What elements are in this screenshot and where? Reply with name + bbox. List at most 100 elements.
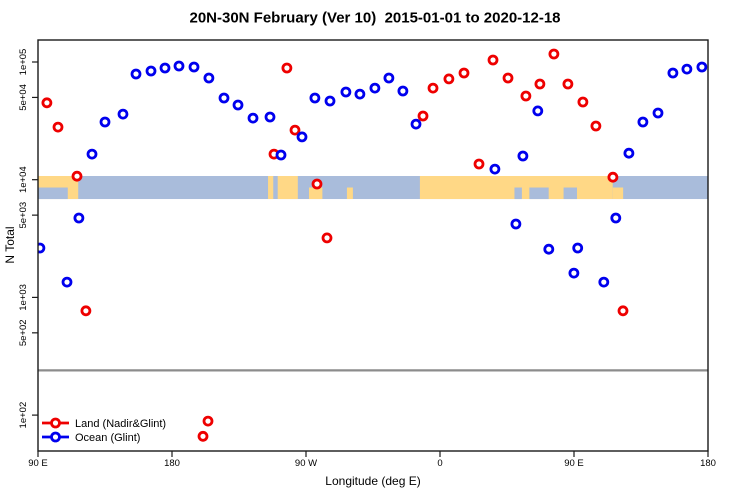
map-band-ocean-notch: [514, 187, 522, 200]
data-point-ocean: [667, 67, 679, 79]
data-point-land: [427, 82, 439, 94]
data-point-land: [281, 62, 293, 74]
data-point-ocean: [489, 163, 501, 175]
data-point-ocean: [264, 111, 276, 123]
x-tick-label: 180: [700, 458, 716, 469]
legend-circle-sample: [50, 417, 61, 429]
data-point-land: [41, 97, 53, 109]
data-point-land: [52, 121, 64, 133]
data-point-ocean: [532, 105, 544, 117]
data-point-land: [458, 67, 470, 79]
map-band-ocean-notch: [563, 187, 577, 200]
data-point-land: [71, 170, 83, 182]
data-point-ocean: [203, 72, 215, 84]
x-tick-label: 90 W: [295, 458, 317, 469]
map-band-land-segment: [308, 187, 323, 200]
data-point-ocean: [99, 116, 111, 128]
map-band-group: [38, 176, 708, 200]
data-point-land: [502, 72, 514, 84]
data-point-ocean: [598, 276, 610, 288]
data-point-ocean: [543, 243, 555, 255]
legend-label: Land (Nadir&Glint): [75, 418, 166, 430]
data-point-ocean: [681, 63, 693, 75]
data-point-land: [311, 178, 323, 190]
data-point-land: [321, 232, 333, 244]
data-point-ocean: [354, 88, 366, 100]
legend-label: Ocean (Glint): [75, 432, 140, 444]
data-point-ocean: [637, 116, 649, 128]
y-tick-label: 5e+03: [18, 202, 29, 229]
data-point-land: [487, 54, 499, 66]
data-point-ocean: [38, 242, 46, 254]
data-point-ocean: [623, 147, 635, 159]
data-point-ocean: [510, 218, 522, 230]
data-point-ocean: [397, 85, 409, 97]
data-point-land: [197, 430, 209, 442]
y-tick-label: 1e+02: [18, 402, 29, 429]
data-point-ocean: [86, 148, 98, 160]
y-tick-label: 5e+02: [18, 319, 29, 346]
data-point-ocean: [383, 72, 395, 84]
y-tick-label: 5e+04: [18, 84, 29, 111]
plot-box: [37, 39, 709, 452]
data-point-ocean: [309, 92, 321, 104]
x-tick-label: 90 E: [564, 458, 584, 469]
data-point-ocean: [610, 212, 622, 224]
data-point-land: [534, 78, 546, 90]
data-point-land: [443, 73, 455, 85]
x-axis-title: Longitude (deg E): [325, 474, 421, 488]
data-point-ocean: [369, 82, 381, 94]
data-point-ocean: [61, 276, 73, 288]
data-point-ocean: [652, 107, 664, 119]
y-axis-title: N Total: [3, 226, 17, 264]
data-point-land: [473, 158, 485, 170]
map-band-ocean-notch: [38, 187, 68, 200]
data-point-land: [520, 90, 532, 102]
data-point-land: [202, 415, 214, 427]
data-point-ocean: [572, 242, 584, 254]
data-point-ocean: [130, 68, 142, 80]
data-point-ocean: [73, 212, 85, 224]
chart-title: 20N-30N February (Ver 10) 2015-01-01 to …: [189, 9, 561, 27]
data-point-land: [417, 110, 429, 122]
data-point-land: [617, 305, 629, 317]
data-point-land: [80, 305, 92, 317]
data-point-ocean: [275, 149, 287, 161]
data-point-ocean: [247, 112, 259, 124]
map-band-ocean-notch: [529, 187, 549, 200]
data-point-ocean: [218, 92, 230, 104]
data-point-ocean: [145, 65, 157, 77]
points-group: [38, 48, 708, 442]
data-point-ocean: [340, 86, 352, 98]
data-point-ocean: [232, 99, 244, 111]
data-point-ocean: [324, 95, 336, 107]
map-band-land-segment: [346, 187, 353, 200]
data-point-ocean: [173, 60, 185, 72]
data-point-land: [289, 124, 301, 136]
data-point-ocean: [568, 267, 580, 279]
y-tick-label: 1e+05: [18, 49, 29, 76]
map-band-land-segment: [612, 187, 624, 200]
legend-circle-sample: [50, 431, 61, 443]
data-point-ocean: [188, 61, 200, 73]
x-tick-label: 180: [164, 458, 180, 469]
map-band-land-segment: [277, 176, 298, 200]
data-point-land: [590, 120, 602, 132]
data-point-ocean: [696, 61, 708, 73]
y-tick-label: 1e+03: [18, 284, 29, 311]
data-point-ocean: [410, 118, 422, 130]
data-point-ocean: [159, 62, 171, 74]
data-point-land: [607, 171, 619, 183]
data-point-land: [548, 48, 560, 60]
map-band-land-segment: [268, 176, 274, 200]
data-point-ocean: [296, 131, 308, 143]
data-point-ocean: [517, 150, 529, 162]
x-tick-label: 90 E: [28, 458, 48, 469]
x-tick-label: 0: [437, 458, 442, 469]
data-point-land: [562, 78, 574, 90]
y-tick-label: 1e+04: [18, 166, 29, 193]
data-point-ocean: [117, 108, 129, 120]
data-point-land: [577, 96, 589, 108]
